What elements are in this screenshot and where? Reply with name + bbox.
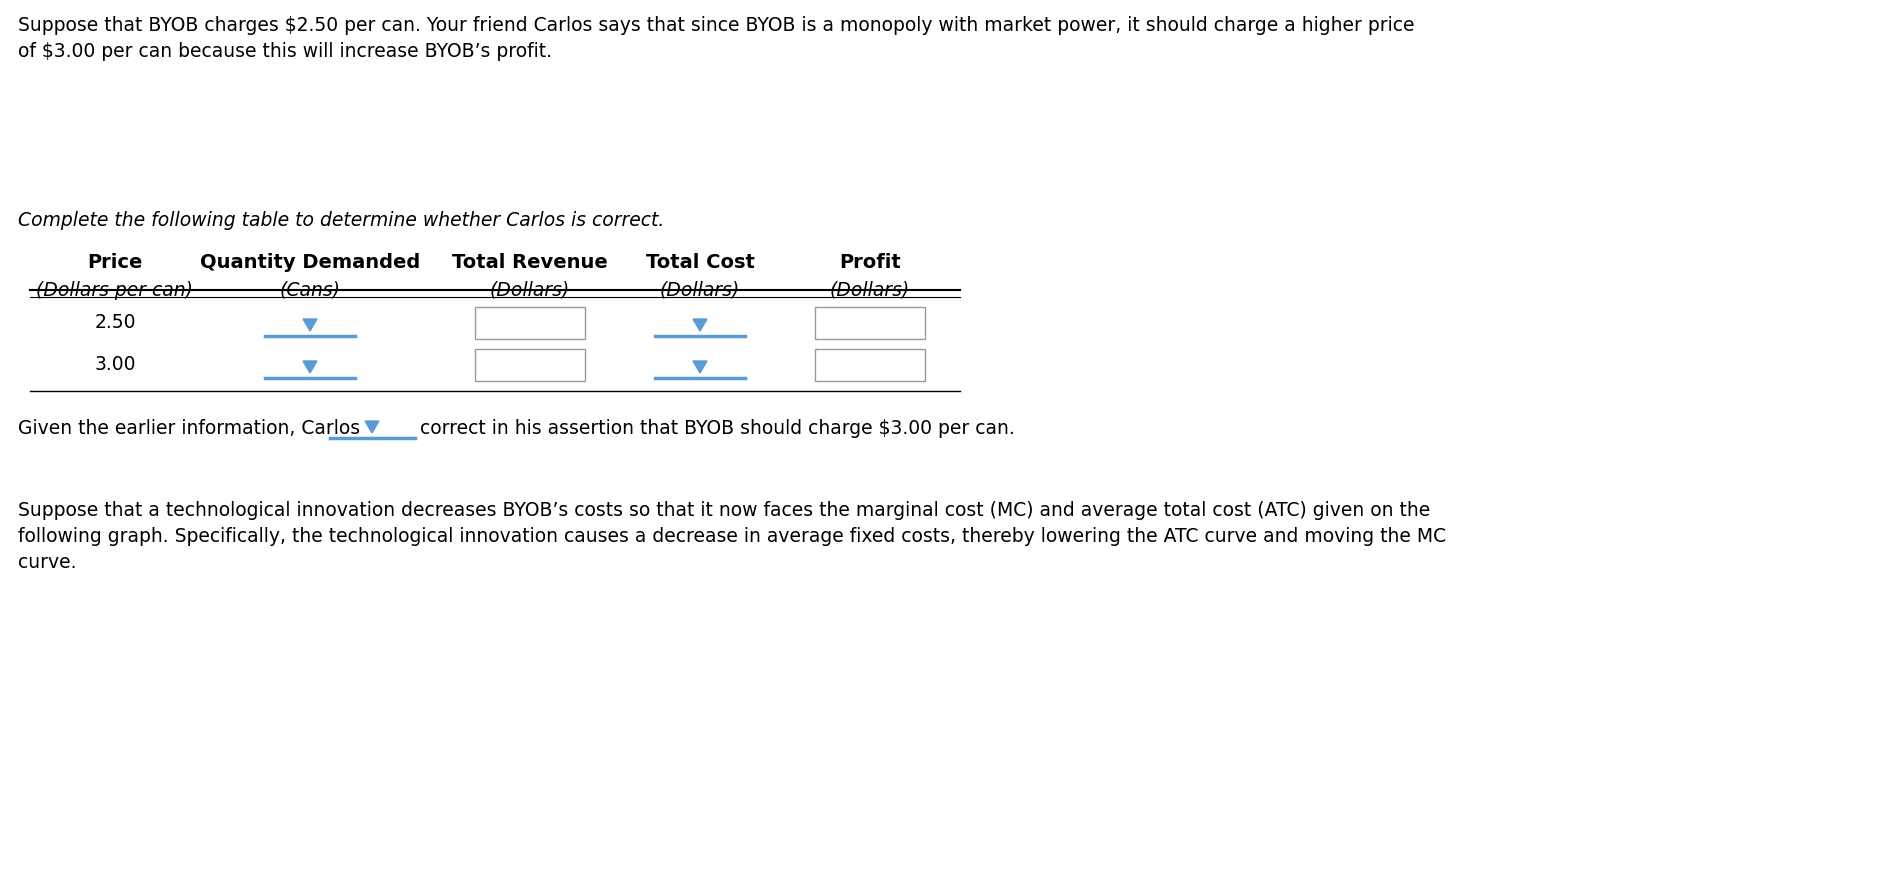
Text: correct in his assertion that BYOB should charge $3.00 per can.: correct in his assertion that BYOB shoul… [419, 419, 1015, 438]
Text: Total Revenue: Total Revenue [451, 253, 607, 272]
Text: Suppose that BYOB charges $2.50 per can. Your friend Carlos says that since BYOB: Suppose that BYOB charges $2.50 per can.… [17, 16, 1415, 35]
Text: 2.50: 2.50 [95, 314, 137, 332]
Text: Quantity Demanded: Quantity Demanded [199, 253, 419, 272]
Text: following graph. Specifically, the technological innovation causes a decrease in: following graph. Specifically, the techn… [17, 527, 1446, 546]
Text: Suppose that a technological innovation decreases BYOB’s costs so that it now fa: Suppose that a technological innovation … [17, 501, 1430, 520]
Polygon shape [304, 361, 317, 373]
Polygon shape [692, 361, 708, 373]
Text: curve.: curve. [17, 553, 76, 572]
Text: Profit: Profit [838, 253, 901, 272]
Bar [474, 349, 584, 381]
Text: Total Cost: Total Cost [645, 253, 755, 272]
Bar [474, 307, 584, 339]
Polygon shape [364, 421, 379, 433]
Polygon shape [692, 319, 708, 331]
Text: Given the earlier information, Carlos: Given the earlier information, Carlos [17, 419, 360, 438]
Text: 3.00: 3.00 [95, 356, 137, 374]
Text: of $3.00 per can because this will increase BYOB’s profit.: of $3.00 per can because this will incre… [17, 42, 552, 61]
Bar [816, 349, 926, 381]
Text: (Dollars per can): (Dollars per can) [36, 281, 193, 300]
Polygon shape [304, 319, 317, 331]
Text: Price: Price [87, 253, 142, 272]
Bar [816, 307, 926, 339]
Text: (Dollars): (Dollars) [829, 281, 911, 300]
Text: (Dollars): (Dollars) [660, 281, 740, 300]
Text: (Dollars): (Dollars) [489, 281, 571, 300]
Text: Complete the following table to determine whether Carlos is correct.: Complete the following table to determin… [17, 211, 664, 230]
Text: (Cans): (Cans) [279, 281, 340, 300]
